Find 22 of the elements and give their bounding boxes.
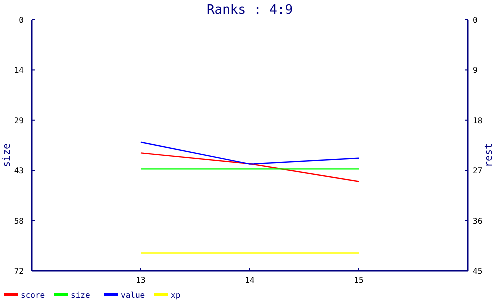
y-tick-label: 0 [19,16,24,25]
y2-tick-label: 0 [473,16,478,25]
x-tick-label: 15 [354,276,364,285]
y2-tick-label: 45 [473,267,483,276]
y2-tick-label: 27 [473,166,483,176]
y2-axis-title: rest [484,143,495,168]
legend-label: value [121,291,146,300]
y-tick-label: 72 [14,267,24,276]
y2-tick-label: 9 [473,66,478,76]
y-tick-label: 58 [14,216,24,226]
y-tick-label: 43 [14,166,24,176]
x-tick-label: 14 [245,276,255,285]
y2-tick-label: 36 [473,216,483,226]
y2-tick-label: 18 [473,116,483,126]
chart-title: Ranks : 4:9 [206,3,294,18]
legend-label: size [71,291,90,300]
y-tick-label: 29 [14,116,24,126]
legend-label: xp [171,291,181,300]
y-tick-label: 14 [14,66,24,76]
x-tick-label: 13 [136,276,146,285]
y-axis-title: size [2,143,13,168]
legend-label: score [21,291,46,300]
